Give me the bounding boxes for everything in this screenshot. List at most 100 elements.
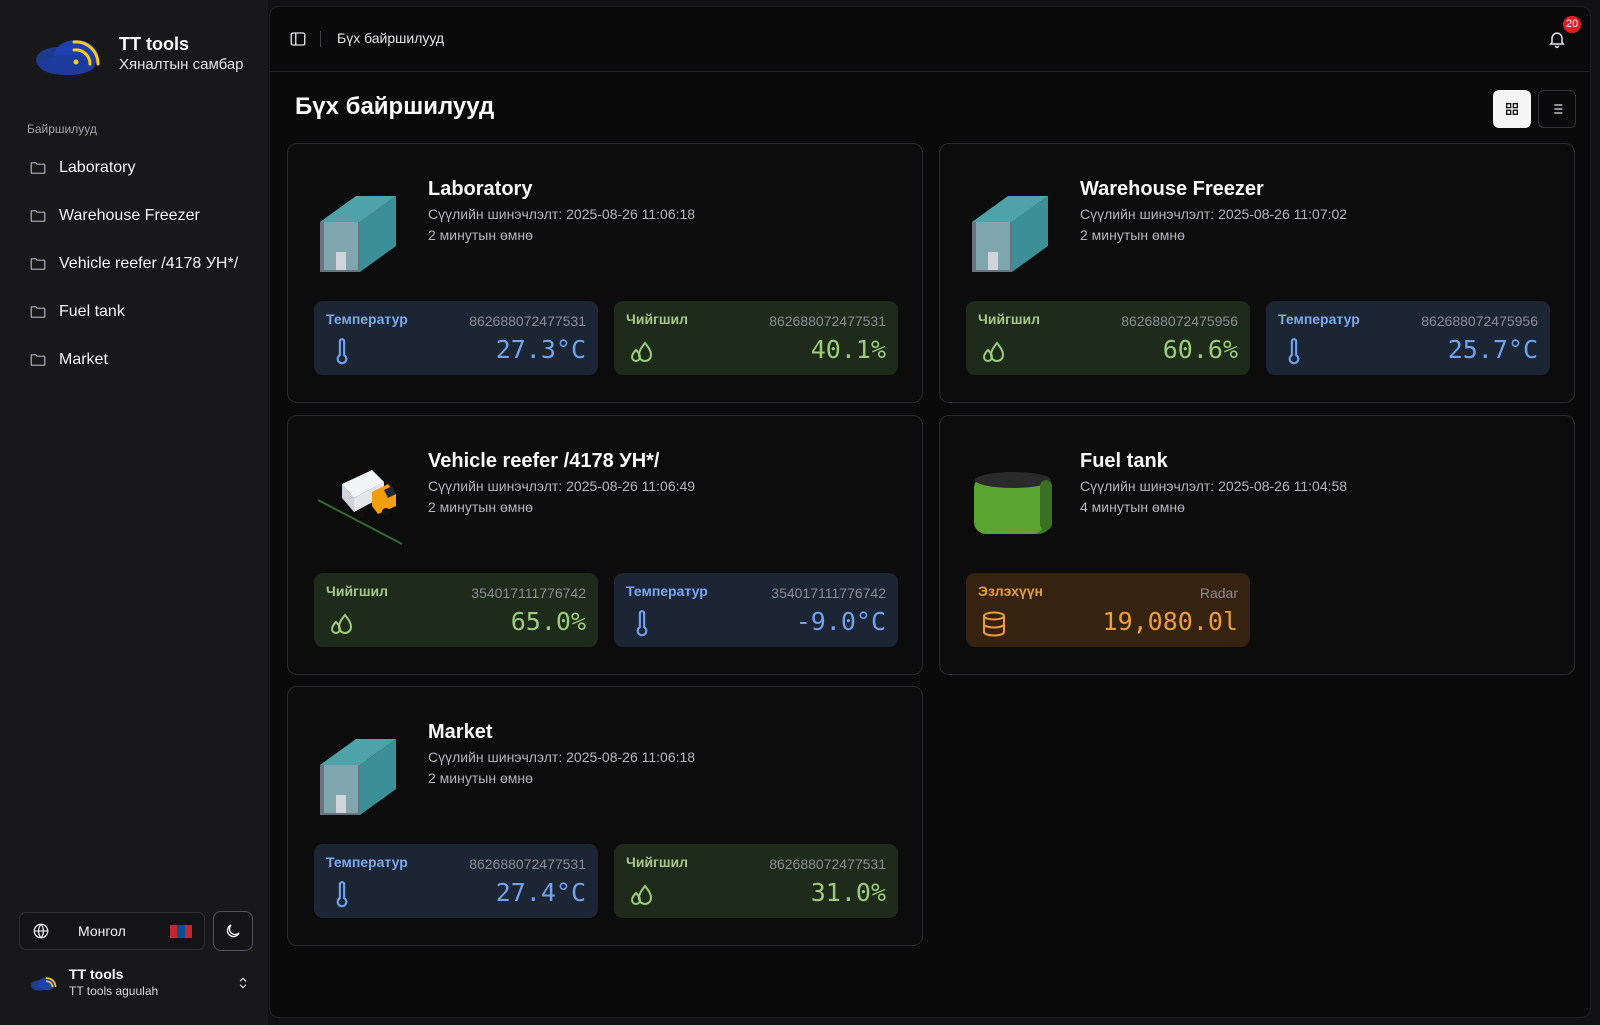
temperature-sensor[interactable]: Температур 862688072475956 25.7°C xyxy=(1266,301,1550,375)
sensor-id: 354017111776742 xyxy=(471,585,586,601)
sensor-id: 862688072475956 xyxy=(1421,313,1538,329)
breadcrumb[interactable]: Бүх байршилууд xyxy=(337,30,445,46)
folder-icon xyxy=(30,162,46,174)
user-name: TT tools xyxy=(69,966,124,982)
location-card-warehouse-freezer[interactable]: Warehouse Freezer Сүүлийн шинэчлэлт: 202… xyxy=(939,143,1575,403)
sensor-id: 862688072477531 xyxy=(769,313,886,329)
sensor-value: 31.0% xyxy=(810,878,886,907)
thermometer-icon xyxy=(336,881,348,908)
sidebar: TT tools Хяналтын самбар Байршилууд Labo… xyxy=(0,0,268,1025)
sensor-value: 65.0% xyxy=(510,607,586,636)
sensor-label: Чийгшил xyxy=(978,311,1041,327)
truck-icon xyxy=(317,470,403,545)
location-card-fuel-tank[interactable]: Fuel tank Сүүлийн шинэчлэлт: 2025-08-26 … xyxy=(939,415,1575,675)
relative-time: 2 минутын өмнө xyxy=(428,770,533,786)
main-panel: Бүх байршилууд 20 Бүх байршилууд Laborat… xyxy=(269,6,1591,1018)
droplets-icon xyxy=(630,884,653,905)
sidebar-item-vehicle-reefer[interactable]: Vehicle reefer /4178 УН*/ xyxy=(20,240,252,288)
moon-icon xyxy=(226,924,240,938)
sidebar-toggle-icon[interactable] xyxy=(289,30,307,48)
last-updated: Сүүлийн шинэчлэлт: 2025-08-26 11:06:18 xyxy=(428,749,696,765)
humidity-sensor[interactable]: Чийгшил 354017111776742 65.0% xyxy=(314,573,598,647)
sensor-value: 60.6% xyxy=(1162,335,1238,364)
avatar xyxy=(30,973,58,993)
sidebar-item-fuel-tank[interactable]: Fuel tank xyxy=(20,288,252,336)
sensor-value: 40.1% xyxy=(810,335,886,364)
theme-toggle-button[interactable] xyxy=(213,911,253,951)
location-card-vehicle-reefer[interactable]: Vehicle reefer /4178 УН*/ Сүүлийн шинэчл… xyxy=(287,415,923,675)
list-view-button[interactable] xyxy=(1538,90,1576,128)
sensor-id: 862688072477531 xyxy=(469,313,586,329)
database-icon xyxy=(983,611,1005,637)
sensor-id: Radar xyxy=(1199,585,1238,601)
bell-icon[interactable] xyxy=(1547,29,1567,49)
list-view-icon xyxy=(1551,104,1563,114)
language-selector[interactable]: Монгол xyxy=(19,912,205,950)
grid-view-button[interactable] xyxy=(1493,90,1531,128)
globe-icon xyxy=(33,923,49,939)
temperature-sensor[interactable]: Температур 354017111776742 -9.0°C xyxy=(614,573,898,647)
relative-time: 2 минутын өмнө xyxy=(428,227,533,243)
last-updated: Сүүлийн шинэчлэлт: 2025-08-26 11:06:18 xyxy=(428,206,696,222)
sidebar-item-label: Laboratory xyxy=(59,159,136,176)
humidity-sensor[interactable]: Чийгшил 862688072477531 31.0% xyxy=(614,844,898,918)
sensor-id: 862688072477531 xyxy=(469,856,586,872)
last-updated: Сүүлийн шинэчлэлт: 2025-08-26 11:06:49 xyxy=(428,478,696,494)
sidebar-item-label: Fuel tank xyxy=(59,303,125,320)
sidebar-section-label: Байршилууд xyxy=(27,122,97,136)
sidebar-nav: Laboratory Warehouse Freezer Vehicle ree… xyxy=(20,144,252,384)
last-updated: Сүүлийн шинэчлэлт: 2025-08-26 11:07:02 xyxy=(1080,206,1348,222)
sensor-value: -9.0°C xyxy=(795,607,886,636)
notification-badge: 20 xyxy=(1563,16,1582,33)
relative-time: 2 минутын өмнө xyxy=(428,499,533,515)
sensor-value: 27.3°C xyxy=(495,335,586,364)
cloud-wifi-logo-icon xyxy=(34,32,104,76)
temperature-sensor[interactable]: Температур 862688072477531 27.4°C xyxy=(314,844,598,918)
thermometer-icon xyxy=(636,610,648,637)
sensor-value: 25.7°C xyxy=(1447,335,1538,364)
card-title: Warehouse Freezer xyxy=(1080,178,1264,200)
sensor-label: Чийгшил xyxy=(626,854,689,870)
sensor-label: Температур xyxy=(326,854,408,870)
sidebar-item-label: Warehouse Freezer xyxy=(59,207,200,224)
temperature-sensor[interactable]: Температур 862688072477531 27.3°C xyxy=(314,301,598,375)
sensor-label: Чийгшил xyxy=(626,311,689,327)
relative-time: 2 минутын өмнө xyxy=(1080,227,1185,243)
location-card-market[interactable]: Market Сүүлийн шинэчлэлт: 2025-08-26 11:… xyxy=(287,686,923,946)
card-title: Market xyxy=(428,721,493,743)
page-title: Бүх байршилууд xyxy=(295,93,495,120)
volume-sensor[interactable]: Эзлэхүүн Radar 19,080.0l xyxy=(966,573,1250,647)
sidebar-item-label: Vehicle reefer /4178 УН*/ xyxy=(59,255,239,272)
location-card-laboratory[interactable]: Laboratory Сүүлийн шинэчлэлт: 2025-08-26… xyxy=(287,143,923,403)
brand[interactable]: TT tools Хяналтын самбар xyxy=(34,32,244,76)
sidebar-item-label: Market xyxy=(59,351,108,368)
humidity-sensor[interactable]: Чийгшил 862688072475956 60.6% xyxy=(966,301,1250,375)
building-icon xyxy=(320,196,396,272)
relative-time: 4 минутын өмнө xyxy=(1080,499,1185,515)
sensor-value: 19,080.0l xyxy=(1102,607,1238,636)
language-label: Монгол xyxy=(78,923,126,939)
sensor-label: Температур xyxy=(326,311,408,327)
humidity-sensor[interactable]: Чийгшил 862688072477531 40.1% xyxy=(614,301,898,375)
fuel-tank-icon xyxy=(974,472,1052,534)
sidebar-item-warehouse-freezer[interactable]: Warehouse Freezer xyxy=(20,192,252,240)
droplets-icon xyxy=(630,341,653,362)
sidebar-item-market[interactable]: Market xyxy=(20,336,252,384)
thermometer-icon xyxy=(336,338,348,365)
card-title: Vehicle reefer /4178 УН*/ xyxy=(428,450,660,472)
folder-icon xyxy=(30,258,46,270)
card-title: Laboratory xyxy=(428,178,533,200)
sensor-id: 862688072477531 xyxy=(769,856,886,872)
brand-title: TT tools xyxy=(119,34,189,54)
user-menu[interactable]: TT tools TT tools aguulah xyxy=(30,966,250,999)
droplets-icon xyxy=(982,341,1005,362)
folder-icon xyxy=(30,354,46,366)
sidebar-item-laboratory[interactable]: Laboratory xyxy=(20,144,252,192)
last-updated: Сүүлийн шинэчлэлт: 2025-08-26 11:04:58 xyxy=(1080,478,1348,494)
sensor-label: Чийгшил xyxy=(326,583,389,599)
sensor-id: 354017111776742 xyxy=(771,585,886,601)
user-subtitle: TT tools aguulah xyxy=(69,984,159,998)
mongolia-flag-icon xyxy=(170,924,192,938)
chevrons-up-down-icon xyxy=(239,977,247,988)
brand-subtitle: Хяналтын самбар xyxy=(119,56,244,73)
